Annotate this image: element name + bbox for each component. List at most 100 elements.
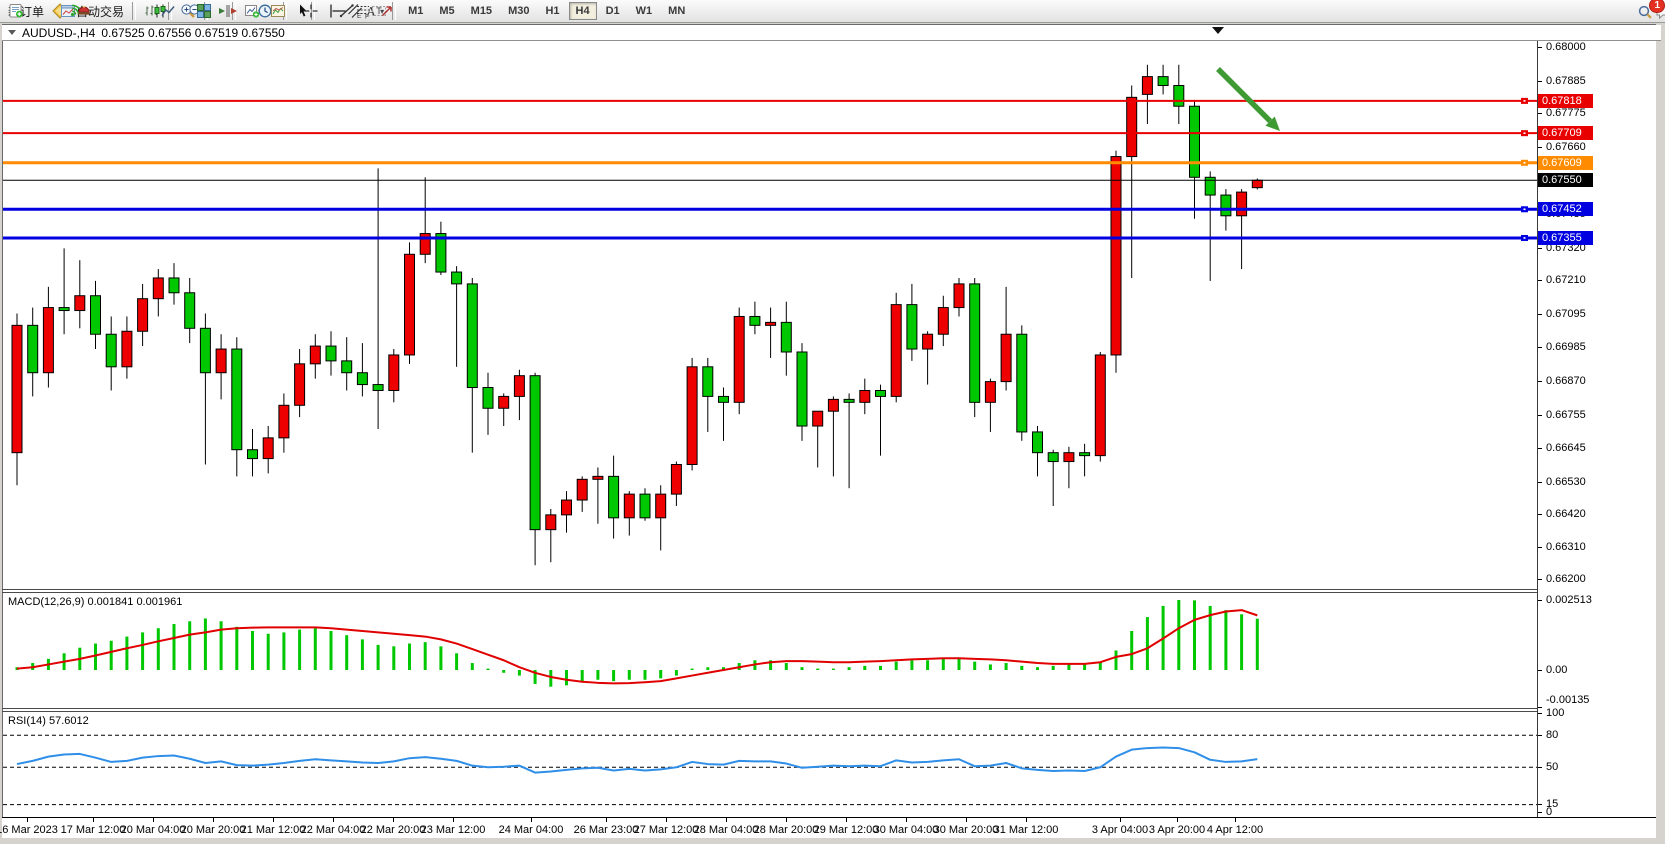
price-tick-label: 0.66530 <box>1546 475 1586 488</box>
time-axis[interactable]: 16 Mar 2023 17 Mar 12:00 20 Mar 04:00 20 Ma… <box>0 818 1656 838</box>
timeframe-M5[interactable]: M5 <box>439 5 455 17</box>
candle-body <box>482 387 494 409</box>
candle-body <box>812 410 824 427</box>
time-tick <box>153 818 154 822</box>
candle-body <box>1079 452 1091 457</box>
macd-bar <box>94 643 97 670</box>
notifications-button[interactable]: 1 <box>1649 0 1665 23</box>
trend-arrow-annotation[interactable] <box>1216 67 1273 124</box>
macd-bar <box>266 633 270 670</box>
chart-shift-button[interactable] <box>212 0 230 22</box>
timeframe-MN[interactable]: MN <box>668 5 686 17</box>
fibonacci-button[interactable]: F <box>351 0 370 22</box>
macd-panel[interactable] <box>3 593 1537 707</box>
candle-body <box>74 295 86 312</box>
macd-bar <box>486 668 490 670</box>
price-tick <box>1538 579 1542 581</box>
time-label: 20 Mar 20:00 <box>180 824 246 836</box>
auto-scroll-button[interactable] <box>220 0 238 22</box>
hline-handle-dot <box>1523 132 1526 134</box>
timeframe-M1[interactable]: M1 <box>408 5 424 17</box>
rsi-axis-label: 50 <box>1546 760 1559 773</box>
macd-bar <box>188 621 192 670</box>
time-tick <box>606 818 607 822</box>
macd-bar <box>392 646 396 670</box>
time-label: 30 Mar 20:00 <box>933 824 999 836</box>
new-chart-button[interactable]: ▾ <box>240 0 260 22</box>
horizontal-line-button[interactable] <box>327 0 346 22</box>
chart-shift-icon <box>219 5 230 17</box>
timeframe-H1[interactable]: H1 <box>545 5 560 17</box>
macd-bar <box>816 668 820 670</box>
candle-body <box>168 277 180 294</box>
candle-body <box>1189 105 1200 178</box>
time-label: 28 Mar 20:00 <box>753 824 819 836</box>
candle-body <box>27 324 39 374</box>
main-chart-plot[interactable] <box>3 41 1537 589</box>
templates-button[interactable]: ▾ <box>266 0 286 22</box>
charts-button[interactable] <box>56 0 76 22</box>
panel-separator[interactable] <box>2 708 1656 709</box>
search-button[interactable] <box>1633 1 1652 23</box>
auto-trading-button[interactable]: 自动交易 <box>72 0 128 22</box>
time-label: 22 Mar 20:00 <box>360 824 426 836</box>
price-axis[interactable]: 0.680000.678850.677750.676600.675450.674… <box>1538 41 1656 818</box>
templates-icon <box>271 5 286 17</box>
timeframe-W1[interactable]: W1 <box>635 5 653 17</box>
market-watch-button[interactable] <box>48 0 68 22</box>
rsi-panel[interactable] <box>3 712 1537 817</box>
macd-bar <box>533 670 537 684</box>
macd-bar <box>1083 664 1087 670</box>
trendline-button[interactable] <box>335 0 354 22</box>
timeframe-M30[interactable]: M30 <box>508 5 530 17</box>
crosshair-button[interactable] <box>299 0 318 22</box>
rsi-axis-tick <box>1538 713 1542 715</box>
arrows-button[interactable]: ▾ <box>375 0 392 22</box>
candle-chart-button[interactable] <box>148 0 166 22</box>
toolbar-button-label: 自动交易 <box>76 4 125 19</box>
new-chart-icon <box>245 5 260 18</box>
line-chart-icon <box>161 6 175 16</box>
macd-bar <box>1255 618 1259 670</box>
new-order-button[interactable]: 新订单 <box>4 0 48 22</box>
text-button[interactable]: A <box>359 0 376 22</box>
candle-body <box>670 464 682 495</box>
bar-chart-button[interactable] <box>140 0 159 22</box>
candle-body <box>404 253 415 356</box>
price-badge-0.67709: 0.67709 <box>1538 126 1593 141</box>
macd-bar <box>894 661 898 670</box>
candle-body <box>702 366 714 397</box>
collapse-chart-icon[interactable] <box>8 30 16 35</box>
timeframe-M15[interactable]: M15 <box>470 5 493 17</box>
cursor-button[interactable] <box>291 0 307 22</box>
zoom-in-button[interactable] <box>176 0 195 22</box>
chart-shift-marker[interactable] <box>1212 27 1224 34</box>
rsi-label: RSI(14) 57.6012 <box>8 715 89 727</box>
time-label: 4 Apr 12:00 <box>1206 824 1264 836</box>
chart-window-icon <box>61 5 76 17</box>
vertical-line-button[interactable] <box>319 0 332 22</box>
macd-bar <box>549 670 553 687</box>
candle-body <box>733 315 745 403</box>
timeframe-D1[interactable]: D1 <box>605 5 620 17</box>
equidistant-channel-button[interactable]: E <box>343 0 362 22</box>
panel-separator[interactable] <box>2 589 1656 590</box>
periods-button[interactable]: ▾ <box>253 0 272 22</box>
candle-body <box>1063 452 1075 463</box>
macd-bar <box>455 653 459 670</box>
candle-body <box>42 307 54 374</box>
candle-body <box>325 345 337 362</box>
text-label-button[interactable]: T <box>367 0 387 22</box>
macd-bar <box>203 618 207 670</box>
timeframe-H4[interactable]: H4 <box>568 2 597 20</box>
candle-body <box>435 233 447 273</box>
tile-windows-button[interactable] <box>192 0 212 22</box>
price-tick <box>1538 46 1542 48</box>
line-chart-button[interactable] <box>156 0 175 22</box>
price-tick <box>1538 347 1542 349</box>
rsi-axis-tick <box>1538 734 1542 736</box>
time-label: 3 Apr 20:00 <box>1148 824 1206 836</box>
time-tick <box>1120 818 1121 822</box>
candle-body <box>592 475 604 480</box>
svg-text:T: T <box>376 6 382 16</box>
